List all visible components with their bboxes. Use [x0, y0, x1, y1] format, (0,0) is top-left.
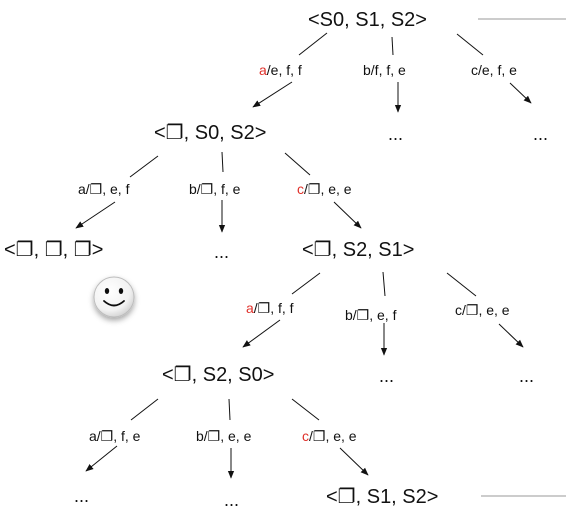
goal-state: <❐, ❐, ❐> [4, 239, 103, 261]
label-l3-c: c/❐, e, e [302, 428, 357, 444]
edge-l2-c-lower [498, 323, 524, 348]
label-root-c: c/e, f, e [471, 62, 517, 78]
smiley-face-icon [93, 276, 135, 318]
edge-root-c-upper [456, 33, 484, 56]
l3-a-ellipsis: ... [74, 486, 89, 506]
edge-l2-a-upper [291, 272, 321, 295]
edge-l3-c-lower [339, 447, 369, 476]
label-l3-b: b/❐, e, e [196, 428, 252, 444]
root-b-ellipsis: ... [388, 124, 403, 144]
root-c-ellipsis: ... [533, 124, 548, 144]
edge-l2-a-lower [242, 319, 281, 348]
level4-state: <❐, S1, S2> [326, 486, 438, 508]
root-state: <S0, S1, S2> [308, 9, 427, 31]
edge-root-b-upper [391, 36, 394, 56]
edge-root-c-lower [509, 82, 532, 104]
edge-l1-c-lower [333, 201, 362, 229]
label-l1-c: c/❐, e, e [297, 181, 352, 197]
edge-l3-a-lower [85, 445, 118, 472]
label-l1-a: a/❐, e, f [78, 181, 130, 197]
level2-state: <❐, S2, S1> [302, 239, 414, 261]
label-l2-b: b/❐, e, f [345, 307, 397, 323]
l2-c-ellipsis: ... [519, 366, 534, 386]
edge-l3-a-upper [130, 398, 159, 421]
level3-state: <❐, S2, S0> [162, 364, 274, 386]
label-l2-a: a/❐, f, f [246, 300, 294, 316]
edge-l1-a-upper [129, 155, 159, 178]
label-l1-b: b/❐, f, e [189, 181, 241, 197]
edge-l2-c-upper [446, 272, 477, 297]
label-root-a: a/e, f, f [259, 62, 302, 78]
edge-root-a-upper [298, 32, 328, 56]
label-root-b: b/f, f, e [363, 62, 406, 78]
edge-l1-b-upper [221, 151, 224, 173]
edge-l1-a-lower [75, 201, 116, 229]
l1-b-ellipsis: ... [214, 242, 229, 262]
label-l2-c: c/❐, e, e [455, 302, 510, 318]
edge-l1-c-upper [284, 152, 311, 176]
edge-l3-c-upper [291, 398, 320, 421]
l2-b-ellipsis: ... [379, 366, 394, 386]
edge-root-a-lower [252, 81, 293, 108]
label-l3-a: a/❐, f, e [89, 428, 141, 444]
edge-l2-b-upper [382, 271, 386, 297]
l3-b-ellipsis: ... [224, 490, 239, 510]
edge-l3-b-upper [228, 398, 231, 421]
level1-state: <❐, S0, S2> [154, 122, 266, 144]
